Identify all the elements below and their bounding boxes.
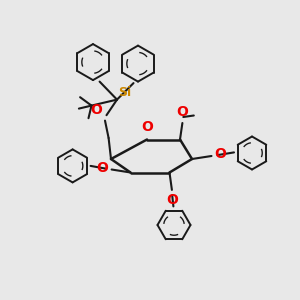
- Text: Si: Si: [118, 86, 131, 99]
- Text: O: O: [176, 105, 188, 119]
- Text: O: O: [96, 161, 108, 175]
- Text: O: O: [214, 147, 226, 161]
- Text: O: O: [167, 193, 178, 207]
- Text: O: O: [141, 120, 153, 134]
- Text: O: O: [90, 103, 102, 117]
